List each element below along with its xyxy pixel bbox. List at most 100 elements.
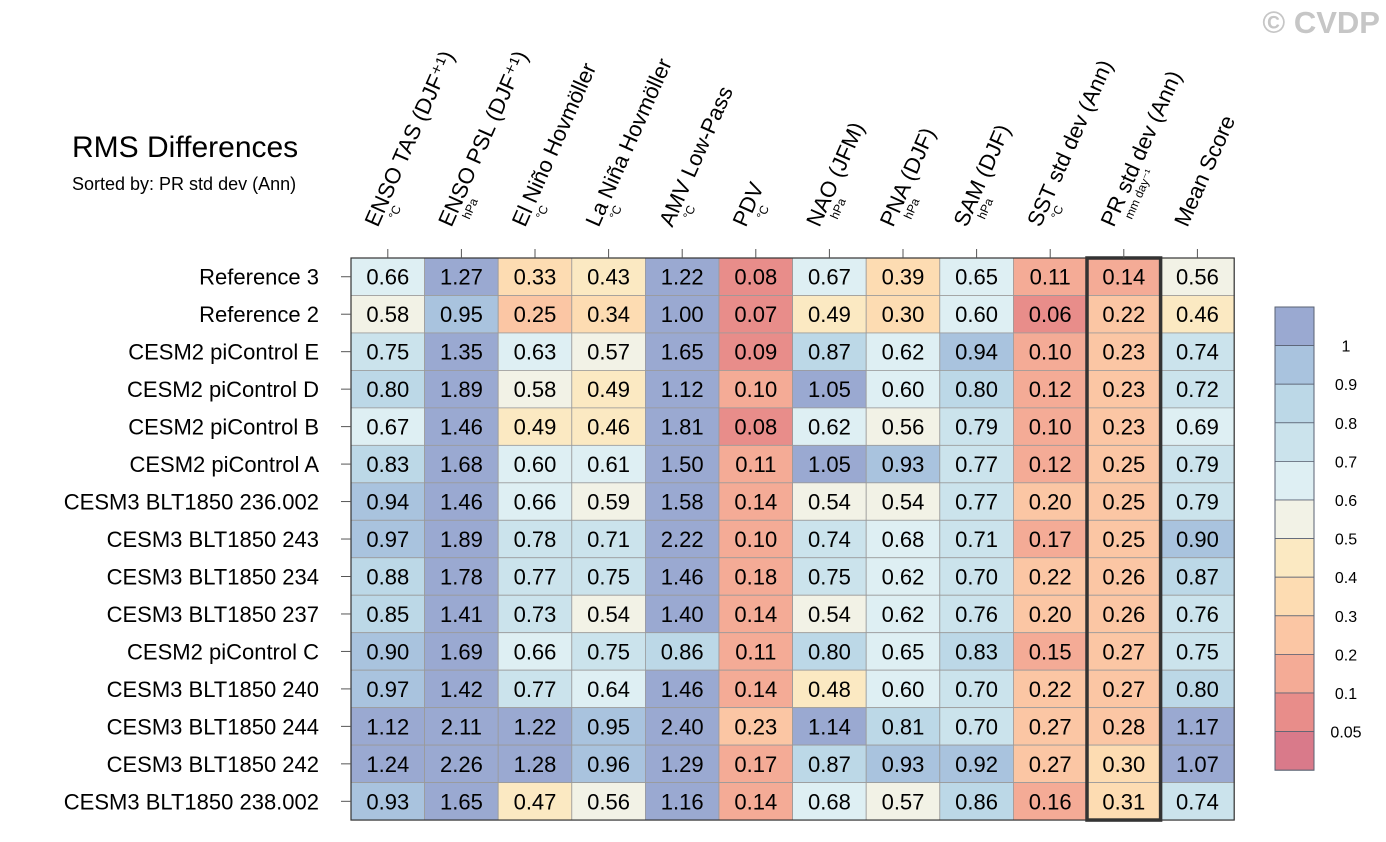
cell-value-label: 0.88 [366, 564, 409, 589]
cell-value-label: 0.75 [587, 564, 630, 589]
cell-value-label: 0.66 [514, 639, 557, 664]
cell-value-label: 0.87 [1176, 564, 1219, 589]
cell-value-label: 0.79 [1176, 452, 1219, 477]
row-label: Reference 2 [199, 302, 319, 327]
heatmap-cell [718, 370, 793, 409]
cell-value-label: 0.70 [955, 714, 998, 739]
heatmap-cell [1013, 519, 1088, 559]
cell-value-label: 1.28 [514, 752, 557, 777]
cell-value-label: 0.76 [1176, 602, 1219, 627]
heatmap-cell [350, 707, 425, 746]
cell-value-label: 0.65 [882, 639, 925, 664]
cell-value-label: 1.89 [440, 377, 483, 402]
colorbar-swatch [1274, 422, 1315, 462]
cell-value-label: 0.60 [882, 377, 925, 402]
heatmap-cell [1160, 332, 1235, 371]
cell-value-label: 0.93 [882, 752, 925, 777]
cell-value-label: 0.54 [587, 602, 630, 627]
cell-value-label: 0.95 [587, 714, 630, 739]
cell-value-label: 0.30 [1102, 752, 1145, 777]
cell-value-label: 0.26 [1102, 564, 1145, 589]
cell-value-label: 0.46 [587, 415, 630, 440]
cell-value-label: 0.71 [587, 527, 630, 552]
cell-value-label: 0.74 [1176, 789, 1219, 814]
heatmap-cell [424, 257, 499, 296]
cell-value-label: 0.93 [882, 452, 925, 477]
heatmap-cell [571, 707, 646, 746]
cell-value-label: 0.96 [587, 752, 630, 777]
column-unit-label: °C [533, 203, 551, 221]
heatmap-cell [1013, 669, 1088, 709]
heatmap-cell [792, 519, 867, 559]
heatmap-cell [350, 519, 425, 559]
colorbar-swatch [1274, 460, 1315, 501]
colorbar-tick-label: 0.1 [1335, 686, 1357, 703]
colorbar-tick-label: 1 [1342, 339, 1351, 356]
cell-value-label: 0.97 [366, 677, 409, 702]
cell-value-label: 0.49 [587, 377, 630, 402]
heatmap-cell [1160, 557, 1235, 596]
heatmap-cell [1086, 594, 1161, 634]
colorbar-tick-label: 0.4 [1335, 570, 1357, 587]
cell-value-label: 0.25 [1102, 527, 1145, 552]
heatmap-cell [571, 332, 646, 371]
cell-value-label: 0.48 [808, 677, 851, 702]
row-label: CESM2 piControl B [128, 415, 319, 440]
cell-value-label: 1.24 [366, 752, 409, 777]
cell-value-label: 0.83 [955, 639, 998, 664]
cell-value-label: 0.75 [808, 564, 851, 589]
cell-value-label: 0.80 [366, 377, 409, 402]
cell-value-label: 0.27 [1102, 639, 1145, 664]
heatmap-cell [865, 557, 941, 596]
cell-value-label: 1.69 [440, 639, 483, 664]
cell-value-label: 0.63 [514, 340, 557, 365]
heatmap-cell [424, 669, 499, 709]
cell-value-label: 0.10 [734, 527, 777, 552]
heatmap-cell [350, 257, 425, 296]
cell-value-label: 0.58 [514, 377, 557, 402]
heatmap-cell [1013, 744, 1088, 783]
cell-value-label: 0.80 [955, 377, 998, 402]
cell-value-label: 0.12 [1029, 377, 1072, 402]
cell-value-label: 1.46 [440, 490, 483, 515]
heatmap-cell [571, 557, 646, 596]
heatmap-cell [939, 782, 1014, 821]
heatmap-cell [1160, 257, 1235, 296]
cell-value-label: 0.62 [882, 340, 925, 365]
heatmap-cell [1160, 594, 1235, 634]
heatmap-cell [865, 744, 941, 783]
cell-value-label: 1.78 [440, 564, 483, 589]
column-label: Mean Score [1169, 111, 1240, 230]
colorbar-swatch [1274, 538, 1315, 578]
heatmap-cell [792, 594, 867, 634]
cell-value-label: 1.05 [808, 377, 851, 402]
cell-value-label: 0.77 [955, 452, 998, 477]
cell-value-label: 0.57 [882, 789, 925, 814]
cell-value-label: 1.46 [440, 415, 483, 440]
cell-value-label: 0.75 [366, 340, 409, 365]
cell-value-label: 0.20 [1029, 602, 1072, 627]
heatmap-cell [1086, 707, 1161, 746]
heatmap-cell [865, 594, 941, 634]
heatmap-cell [792, 744, 867, 783]
cell-value-label: 0.27 [1029, 714, 1072, 739]
cell-value-label: 1.40 [661, 602, 704, 627]
column-unit-label: °C [607, 203, 625, 221]
cell-value-label: 0.12 [1029, 452, 1072, 477]
chart-title: RMS Differences [72, 131, 298, 164]
column-unit-label: °C [754, 203, 772, 221]
cell-value-label: 1.58 [661, 490, 704, 515]
heatmap-cell [571, 519, 646, 559]
cell-value-label: 0.27 [1029, 752, 1072, 777]
colorbar-tick-label: 0.9 [1335, 377, 1357, 394]
heatmap-cell [424, 295, 499, 334]
heatmap-cell [350, 482, 425, 521]
cell-value-label: 0.68 [882, 527, 925, 552]
heatmap-cell [1160, 744, 1235, 783]
cell-value-label: 0.11 [735, 452, 776, 477]
cell-value-label: 0.22 [1029, 564, 1072, 589]
cell-value-label: 0.90 [1176, 527, 1219, 552]
heatmap-cell [645, 407, 720, 446]
row-label: CESM3 BLT1850 240 [107, 677, 319, 702]
cell-value-label: 0.87 [808, 340, 851, 365]
